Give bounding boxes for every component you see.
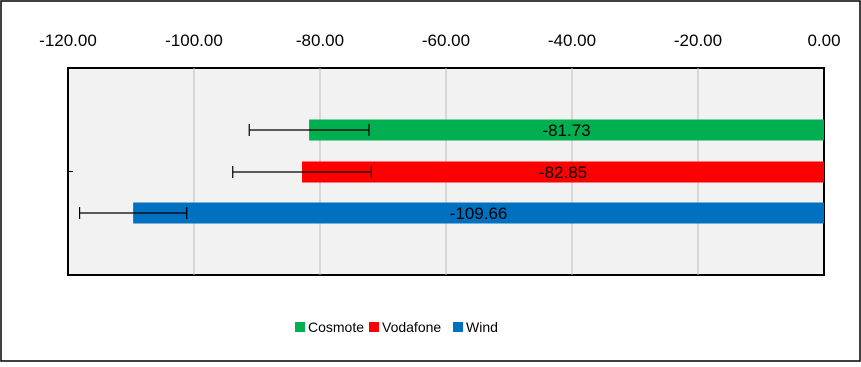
x-tick-label: -100.00 bbox=[165, 31, 223, 50]
legend-swatch-wind bbox=[453, 322, 463, 332]
data-label: -81.73 bbox=[542, 121, 590, 140]
x-tick-label: -40.00 bbox=[548, 31, 596, 50]
x-tick-label: -80.00 bbox=[296, 31, 344, 50]
x-tick-label: -20.00 bbox=[674, 31, 722, 50]
legend-label: Wind bbox=[466, 319, 498, 335]
legend-label: Cosmote bbox=[308, 319, 364, 335]
legend-label: Vodafone bbox=[382, 319, 441, 335]
x-tick-label: 0.00 bbox=[807, 31, 840, 50]
data-label: -109.66 bbox=[450, 204, 508, 223]
legend: Cosmote Vodafone Wind bbox=[295, 319, 498, 335]
x-tick-label: -60.00 bbox=[422, 31, 470, 50]
data-label: -82.85 bbox=[539, 163, 587, 182]
legend-swatch-cosmote bbox=[295, 322, 305, 332]
x-tick-label: -120.00 bbox=[39, 31, 97, 50]
legend-swatch-vodafone bbox=[369, 322, 379, 332]
